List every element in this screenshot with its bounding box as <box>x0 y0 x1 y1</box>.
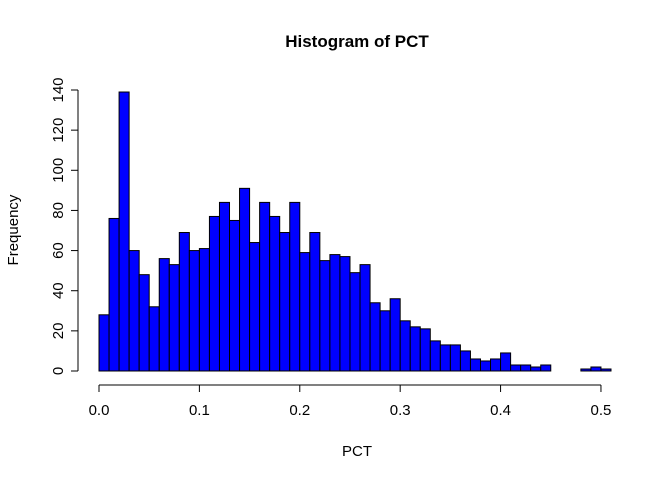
histogram-bar <box>379 310 391 372</box>
histogram-bar <box>490 358 502 372</box>
y-tick-label: 40 <box>50 282 67 299</box>
histogram-bar <box>580 368 592 372</box>
histogram-bar <box>239 187 251 372</box>
bars-group <box>98 91 612 372</box>
histogram-bar <box>369 302 381 372</box>
histogram-bar <box>178 232 190 372</box>
histogram-bar <box>269 215 281 372</box>
histogram-bar <box>479 360 492 372</box>
histogram-bar <box>349 272 361 372</box>
histogram-bar <box>429 340 441 372</box>
y-tick-label: 140 <box>50 77 67 102</box>
histogram-bar <box>198 248 210 372</box>
y-tick-label: 80 <box>50 202 67 219</box>
x-axis-label: PCT <box>342 443 372 460</box>
histogram-bar <box>148 306 160 372</box>
y-axis: 0 20 40 60 80 100 120 140 <box>50 77 79 375</box>
histogram-bar <box>108 217 120 372</box>
histogram-bar <box>98 314 110 372</box>
histogram-bar <box>279 232 291 372</box>
y-tick-label: 20 <box>50 323 67 340</box>
y-tick-label: 0 <box>50 367 67 375</box>
histogram-bar <box>259 201 271 372</box>
x-tick-label: 0.4 <box>490 402 511 419</box>
x-axis: 0.0 0.1 0.2 0.3 0.4 0.5 <box>89 384 612 419</box>
histogram-bar <box>439 344 451 372</box>
x-tick-label: 0.5 <box>591 402 612 419</box>
histogram-bar <box>520 364 532 372</box>
y-tick-label: 100 <box>50 158 67 183</box>
x-tick-label: 0.0 <box>89 402 110 419</box>
histogram-bar <box>329 254 341 372</box>
x-tick-label: 0.1 <box>189 402 210 419</box>
histogram-bar <box>128 250 140 372</box>
histogram-bar <box>339 256 351 372</box>
histogram-bar <box>118 91 130 372</box>
histogram-bar <box>138 274 150 372</box>
histogram-bar <box>309 232 321 372</box>
histogram-bar <box>459 350 471 372</box>
y-axis-label: Frequency <box>5 194 22 265</box>
histogram-bar <box>359 264 371 372</box>
histogram-bar <box>299 252 311 372</box>
histogram-bar <box>600 368 612 372</box>
histogram-bar <box>188 250 200 372</box>
chart-title: Histogram of PCT <box>285 32 429 51</box>
histogram-bar <box>469 358 481 372</box>
histogram-bar <box>500 352 512 372</box>
histogram-bar <box>229 219 241 372</box>
histogram-bar <box>399 320 411 372</box>
x-tick-label: 0.2 <box>289 402 310 419</box>
histogram-bar <box>289 201 301 372</box>
histogram-bar <box>540 364 552 372</box>
histogram-bar <box>419 328 431 372</box>
histogram-bar <box>249 242 261 372</box>
histogram-bar <box>449 344 461 372</box>
histogram-bar <box>168 264 180 372</box>
histogram-bar <box>510 364 522 372</box>
histogram-bar <box>530 366 542 372</box>
histogram-bar <box>158 258 170 372</box>
y-tick-label: 60 <box>50 242 67 259</box>
histogram-bar <box>590 366 602 372</box>
histogram-bar <box>319 260 331 372</box>
y-tick-label: 120 <box>50 118 67 143</box>
histogram-bar <box>389 298 401 372</box>
x-tick-label: 0.3 <box>390 402 411 419</box>
histogram-bar <box>409 326 421 372</box>
histogram-bar <box>218 201 231 372</box>
histogram-bar <box>208 215 220 372</box>
